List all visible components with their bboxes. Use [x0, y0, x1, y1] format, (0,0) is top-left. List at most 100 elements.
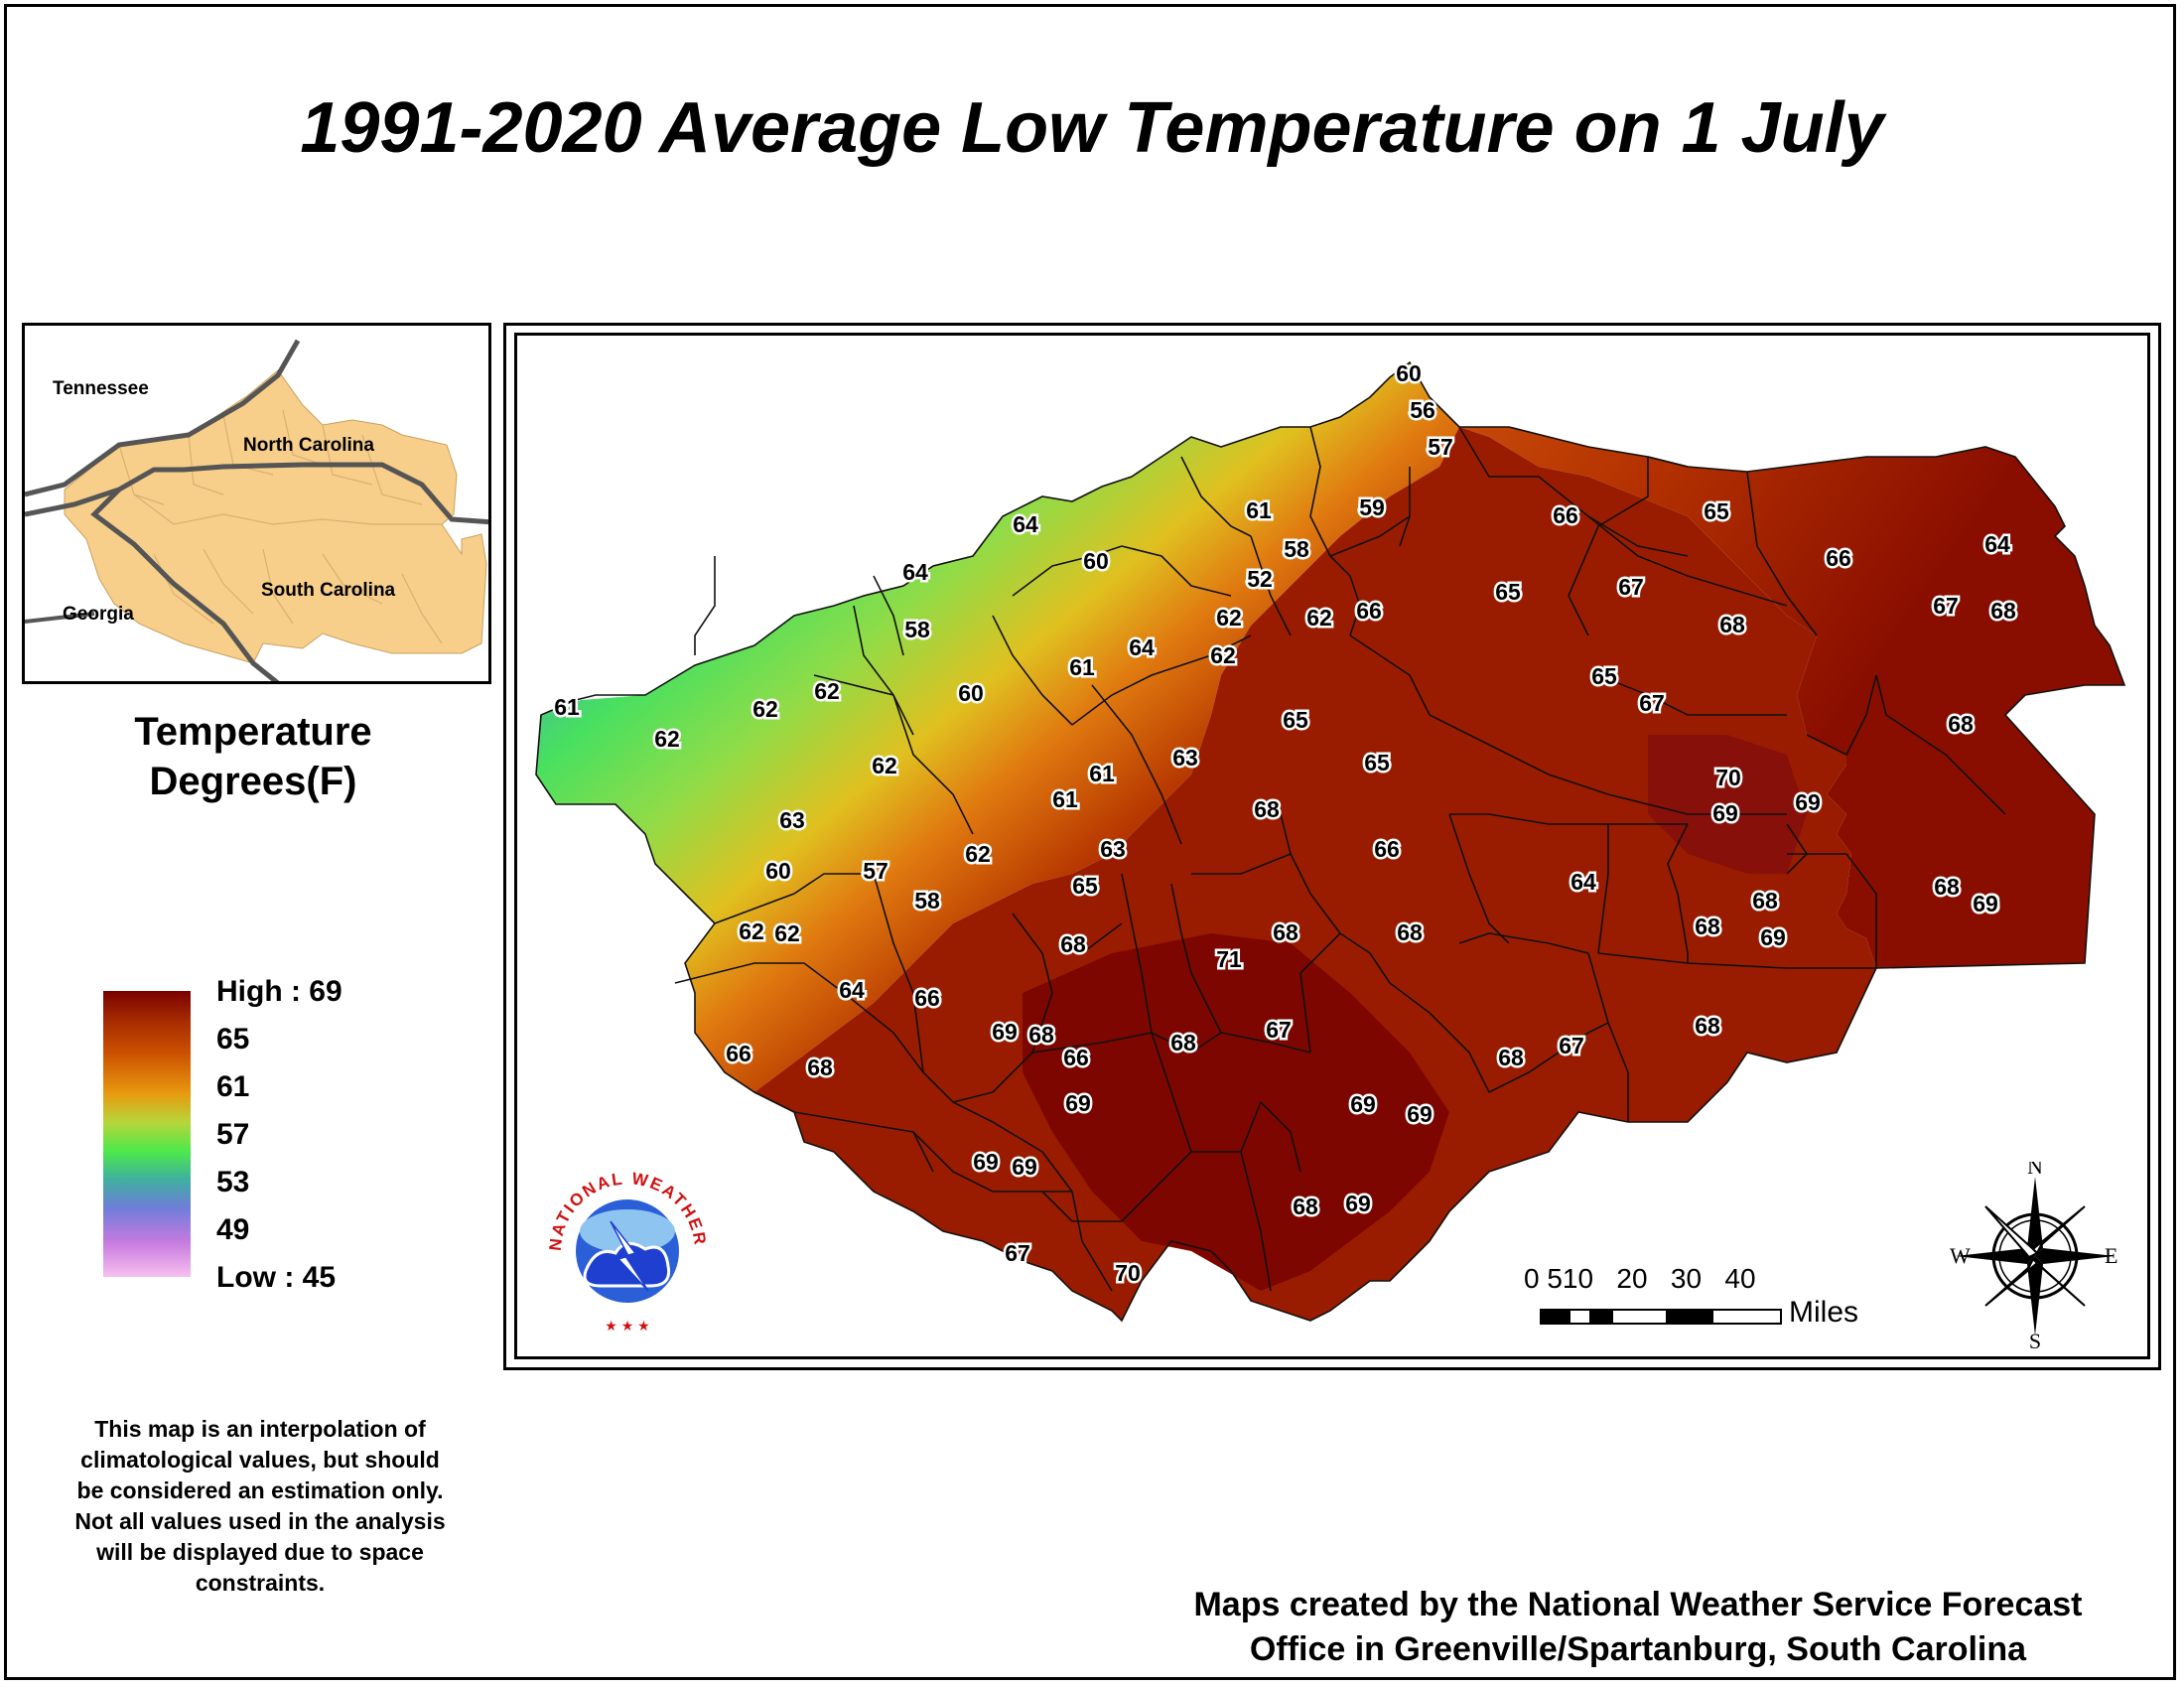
value-label: 65 [1495, 579, 1521, 605]
value-label: 69 [1795, 789, 1821, 815]
value-label: 65 [1072, 873, 1098, 899]
value-label: 60 [1083, 548, 1109, 574]
value-label: 70 [1115, 1260, 1141, 1286]
value-label: 65 [1591, 663, 1617, 689]
value-label: 63 [1100, 836, 1126, 862]
value-label: 64 [839, 977, 865, 1003]
value-label: 62 [752, 696, 778, 722]
value-label: 67 [1266, 1017, 1292, 1043]
value-label: 68 [1934, 874, 1960, 900]
compass-s-label: S [2029, 1329, 2041, 1350]
value-label: 68 [1028, 1022, 1054, 1048]
nws-logo: NATIONAL WEATHER SERVICE ★ ★ ★ [541, 1142, 708, 1334]
value-label: 62 [872, 753, 897, 778]
compass-west-point [1956, 1248, 2035, 1264]
legend-label-53: 53 [216, 1166, 250, 1198]
value-label: 67 [1933, 593, 1959, 619]
temperature-labels: 60 56 57 59 61 58 52 64 60 64 58 66 65 6… [552, 358, 2019, 1289]
logo-stars: ★ ★ ★ [605, 1318, 649, 1334]
legend-label-49: 49 [216, 1213, 250, 1246]
inset-label-south-carolina: South Carolina [261, 580, 396, 601]
value-label: 68 [1973, 891, 1998, 916]
region-shape [1023, 933, 1449, 1291]
value-label: 68 [1752, 888, 1778, 914]
value-label: 63 [779, 807, 805, 833]
value-label: 66 [1553, 502, 1578, 528]
note-line: be considered an estimation only. [76, 1477, 444, 1503]
value-label: 64 [1013, 511, 1038, 537]
value-label: 68 [1752, 888, 1778, 914]
value-label: 66 [1826, 545, 1851, 571]
value-label: 66 [914, 985, 940, 1011]
value-label: 57 [1428, 434, 1453, 460]
value-label: 69 [1973, 891, 1998, 916]
value-label: 69 [973, 1149, 999, 1175]
outer-frame [4, 4, 2176, 1680]
note-line: will be displayed due to space [96, 1539, 424, 1565]
value-label: 67 [1618, 574, 1644, 600]
scale-bar-ticks: 0 510 20 30 40 [1524, 1263, 1756, 1294]
inset-map-graphic [25, 339, 488, 681]
value-label: 69 [1012, 1154, 1037, 1180]
compass-e-label: E [2105, 1243, 2117, 1268]
scale-bar [1540, 1309, 1782, 1325]
credit-text: Maps created by the National Weather Ser… [1112, 1583, 2164, 1672]
value-label: 66 [914, 985, 940, 1011]
value-label: 69 [1345, 1191, 1371, 1216]
value-label: 67 [1639, 690, 1665, 716]
credit-line1: Maps created by the National Weather Ser… [1193, 1586, 2083, 1623]
value-label: 65 [1704, 498, 1729, 524]
value-label: 62 [739, 918, 764, 944]
value-label: 68 [807, 1055, 833, 1080]
value-label: 66 [1356, 598, 1382, 624]
logo-sky [580, 1209, 675, 1253]
legend-color-ramp [103, 991, 191, 1277]
region-shape [1459, 427, 2124, 968]
value-label: 66 [1374, 836, 1400, 862]
compass-ne-point [2031, 1205, 2086, 1255]
value-label: 62 [654, 726, 680, 752]
legend-title-line1: Temperature [134, 710, 372, 754]
note-line: This map is an interpolation of [94, 1416, 426, 1442]
value-label: 64 [902, 559, 928, 585]
value-label: 68 [1273, 919, 1298, 945]
value-label: 70 [1715, 765, 1741, 790]
value-label: 69 [1712, 800, 1738, 826]
region-shape [536, 362, 1459, 1092]
value-label: 64 [839, 977, 865, 1003]
legend-title: Temperature Degrees(F) [60, 707, 447, 806]
value-label: 61 [1069, 654, 1095, 680]
value-label: 69 [1065, 1090, 1091, 1116]
county-boundaries [535, 360, 2126, 1323]
north-arrow-compass-icon: N S W E [1950, 1162, 2117, 1350]
inset-label-north-carolina: North Carolina [243, 435, 374, 456]
value-label: 68 [1498, 1045, 1524, 1070]
inset-label-tennessee: Tennessee [53, 378, 149, 399]
note-line: constraints. [195, 1570, 326, 1596]
compass-east-point [2035, 1248, 2115, 1264]
value-label: 68 [1695, 1013, 1720, 1039]
value-label: 59 [1359, 494, 1385, 520]
value-label: 67 [1005, 1240, 1030, 1266]
value-label: 64 [1570, 869, 1596, 895]
note-line: Not all values used in the analysis [74, 1508, 446, 1534]
disclaimer-note: This map is an interpolation of climatol… [22, 1414, 498, 1599]
value-label: 60 [958, 680, 984, 706]
value-label: 61 [1246, 497, 1272, 523]
value-label: 66 [1063, 1045, 1089, 1070]
value-label: 65 [1283, 707, 1308, 733]
value-label: 65 [1364, 750, 1390, 775]
inset-label-georgia: Georgia [63, 604, 134, 625]
value-label: 66 [726, 1041, 751, 1066]
map-title: 1991-2020 Average Low Temperature on 1 J… [300, 88, 1884, 168]
value-label: 61 [554, 694, 580, 720]
value-label: 58 [904, 617, 930, 642]
value-label: 62 [965, 841, 991, 867]
value-label: 64 [1129, 634, 1155, 660]
map-frame-inner [514, 333, 2150, 1359]
region-shape [1648, 735, 1807, 874]
value-label: 69 [1350, 1091, 1376, 1117]
value-label: 71 [1216, 946, 1242, 972]
value-label: 62 [1216, 605, 1242, 631]
value-label: 68 [1254, 796, 1280, 822]
